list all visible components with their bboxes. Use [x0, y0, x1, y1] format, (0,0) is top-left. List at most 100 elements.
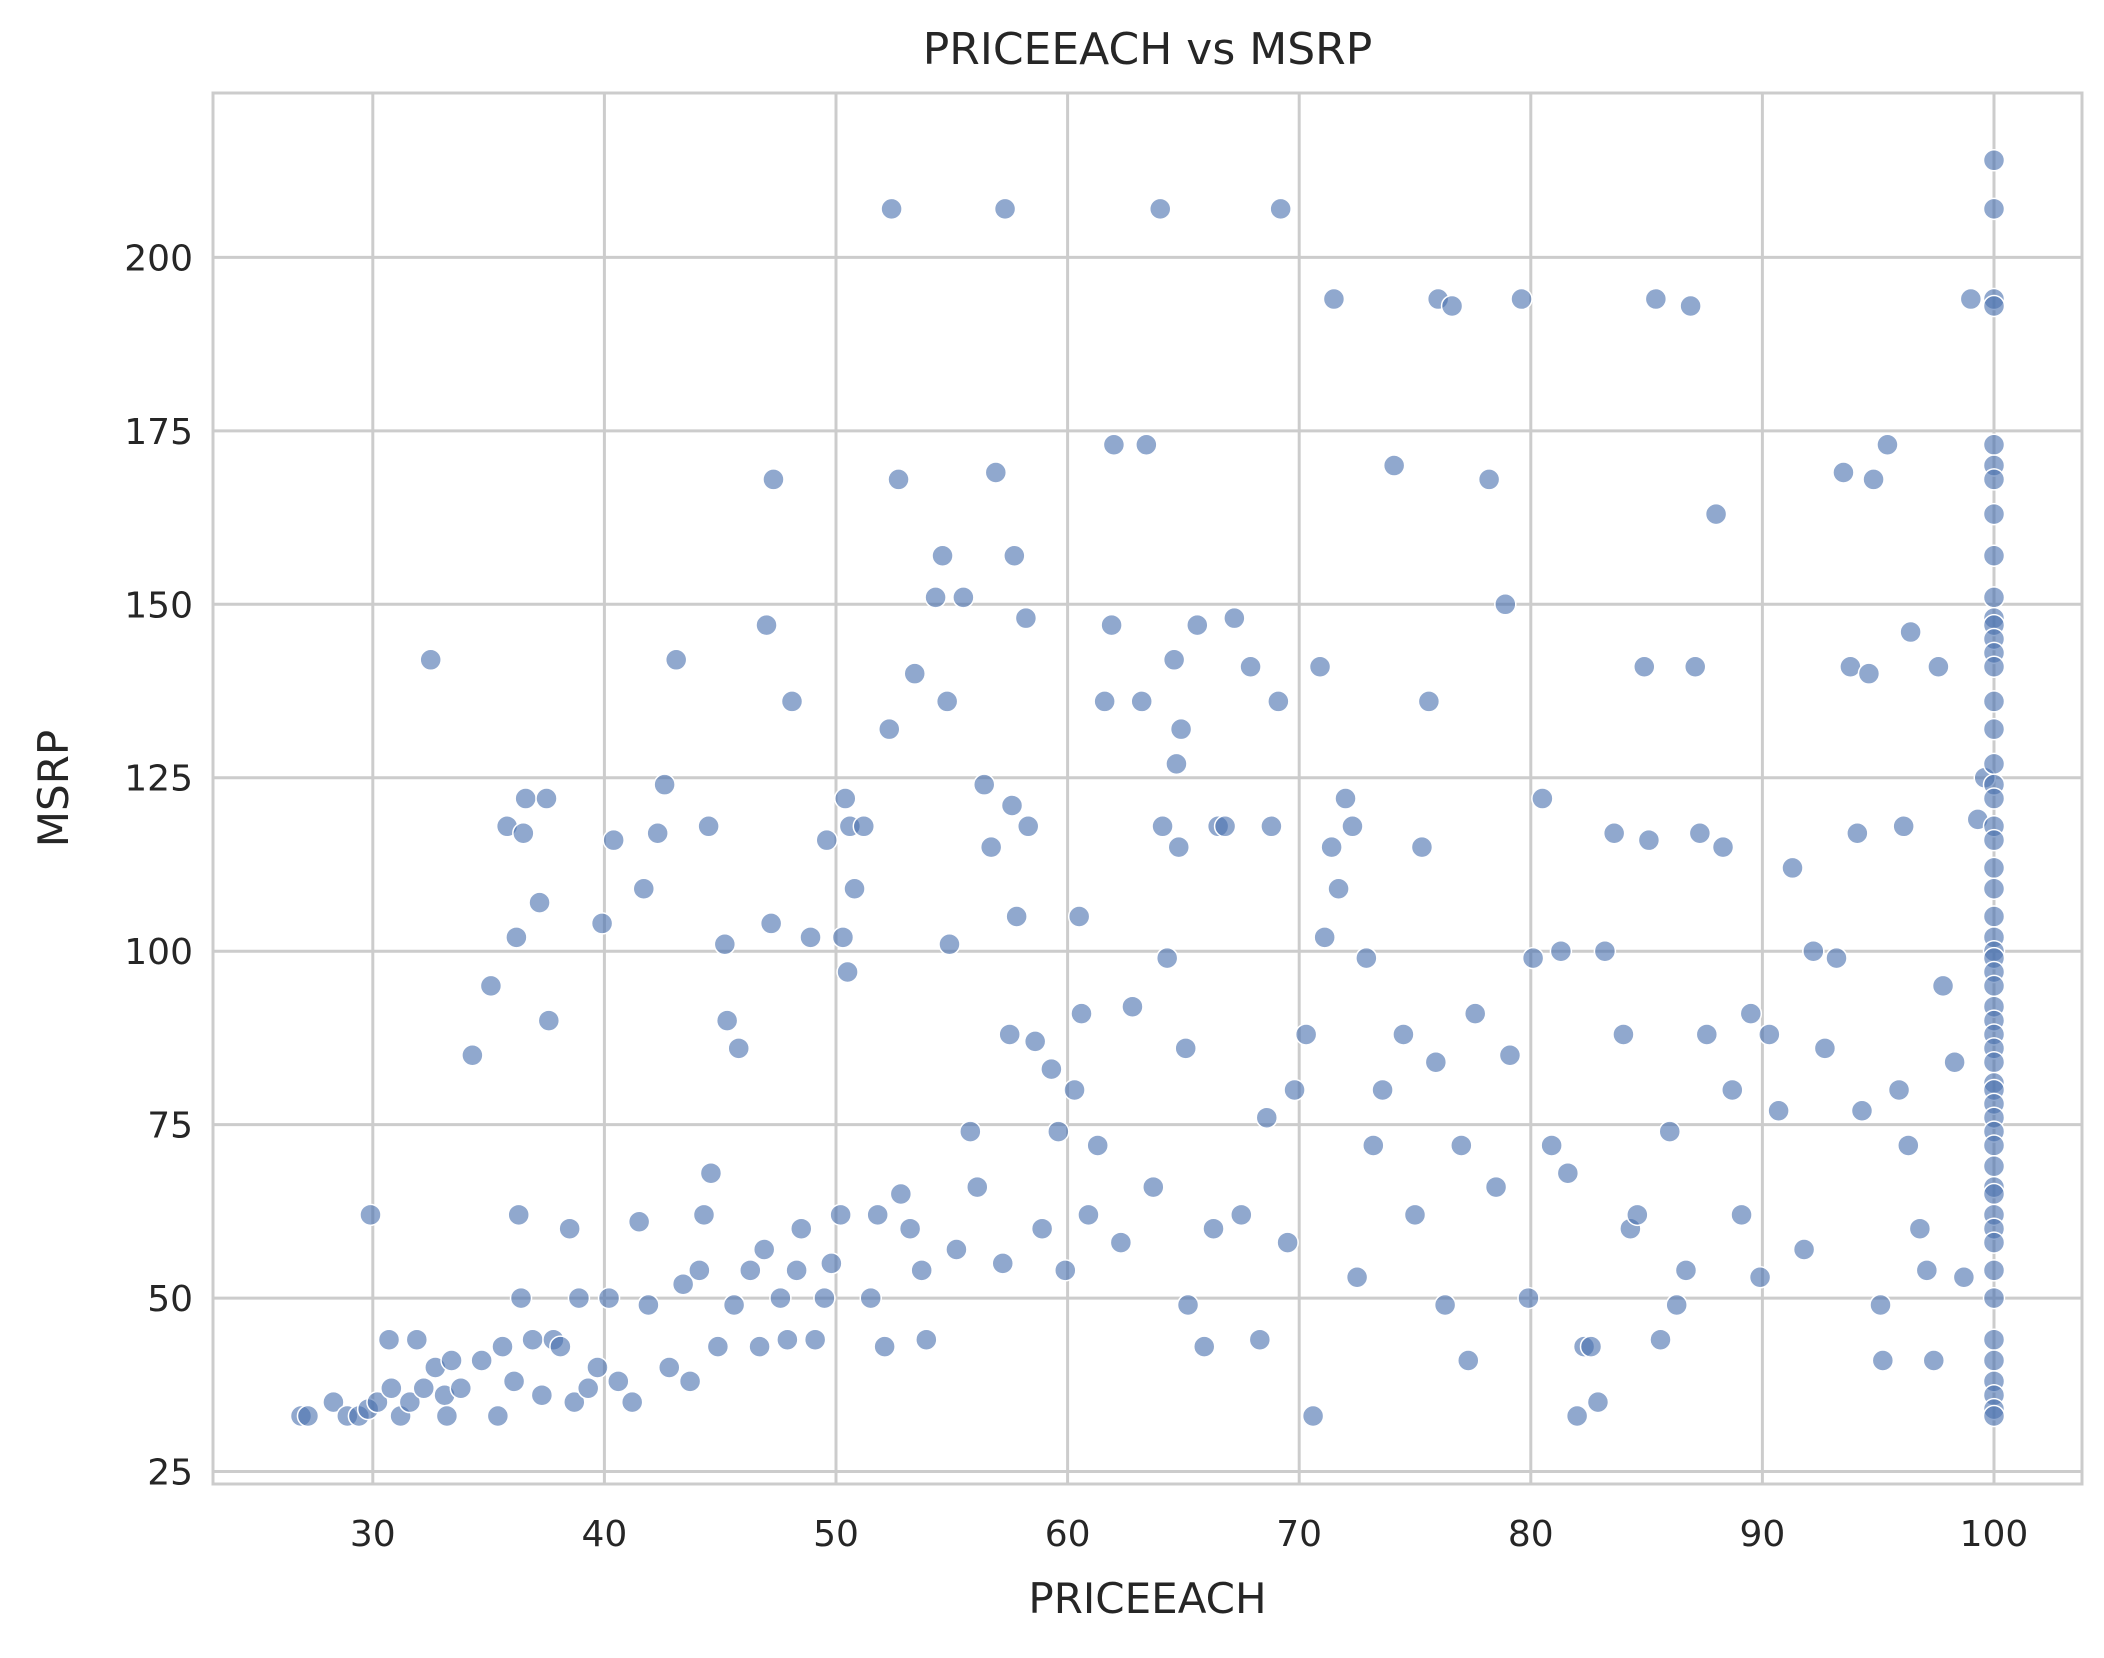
scatter-point — [1322, 287, 1346, 311]
scatter-point — [1341, 815, 1364, 838]
scatter-point — [1952, 1266, 1976, 1289]
scatter-point — [359, 1203, 382, 1227]
scatter-point — [1392, 1023, 1415, 1046]
scatter-point — [769, 1286, 792, 1310]
scatter-point — [1679, 294, 1702, 318]
plot-frame — [211, 91, 2084, 1486]
scatter-point — [549, 1335, 572, 1358]
scatter-point — [1202, 1217, 1225, 1240]
scatter-point — [1897, 1134, 1920, 1157]
y-tick-label: 175 — [124, 412, 193, 453]
scatter-point — [1463, 1002, 1487, 1025]
x-tick-label: 70 — [1276, 1514, 1322, 1555]
scatter-point — [1887, 1078, 1911, 1102]
scatter-point — [528, 891, 551, 914]
scatter-point — [1758, 1023, 1781, 1046]
scatter-point — [1982, 468, 2006, 491]
scatter-point — [1223, 606, 1246, 630]
scatter-point — [859, 1286, 882, 1310]
scatter-point — [1982, 502, 2006, 526]
scatter-point — [1320, 835, 1343, 859]
scatter-point — [1186, 613, 1209, 637]
scatter-point — [1982, 1328, 2006, 1351]
scatter-point — [1148, 197, 1172, 221]
y-tick-label: 125 — [124, 759, 193, 800]
scatter-point — [1014, 606, 1038, 630]
scatter-point — [1549, 939, 1573, 963]
x-tick-label: 80 — [1508, 1514, 1554, 1555]
scatter-point — [1484, 1175, 1508, 1199]
scatter-point — [1003, 544, 1026, 567]
scatter-point — [479, 974, 503, 998]
scatter-point — [1982, 690, 2006, 713]
scatter-point — [1633, 655, 1656, 678]
scatter-point — [1260, 815, 1283, 838]
y-tick-label: 200 — [124, 238, 193, 279]
scatter-point — [1982, 856, 2006, 880]
scatter-point — [1931, 974, 1955, 998]
y-tick-label: 75 — [147, 1106, 193, 1147]
scatter-point — [1586, 1390, 1610, 1414]
scatter-point — [646, 821, 669, 845]
scatter-point — [1294, 1023, 1318, 1046]
scatter-point — [813, 1286, 836, 1310]
scatter-point — [597, 1286, 621, 1310]
scatter-point — [903, 662, 926, 685]
scatter-point — [1040, 1057, 1063, 1081]
scatter-point — [535, 787, 558, 810]
y-axis-title: MSRP — [29, 730, 78, 847]
scatter-point — [1531, 787, 1554, 810]
scatter-point — [1626, 1203, 1649, 1227]
scatter-point — [697, 815, 720, 838]
scatter-point — [1982, 905, 2006, 928]
scatter-point — [1308, 655, 1332, 678]
scatter-point — [602, 828, 625, 852]
scatter-point — [1276, 1231, 1299, 1254]
scatter-point — [1739, 1002, 1763, 1025]
scatter-point — [952, 586, 975, 609]
scatter-point — [759, 912, 783, 935]
scatter-point — [1982, 586, 2006, 609]
scatter-point — [931, 544, 954, 567]
scatter-point — [966, 1175, 989, 1199]
scatter-point — [678, 1370, 702, 1393]
scatter-point — [1781, 856, 1804, 880]
scatter-point — [1649, 1328, 1672, 1351]
scatter-point — [664, 648, 688, 672]
scatter-point — [1982, 877, 2006, 900]
scatter-point — [959, 1120, 982, 1143]
scatter-point — [1982, 1231, 2006, 1254]
scatter-point — [1000, 794, 1024, 817]
scatter-point — [998, 1023, 1021, 1046]
scatter-point — [762, 468, 785, 491]
scatter-point — [1665, 1293, 1688, 1317]
scatter-point — [1579, 1335, 1603, 1358]
scatter-point — [607, 1370, 630, 1393]
scatter-point — [1477, 468, 1501, 491]
chart-title: PRICEEACH vs MSRP — [923, 24, 1372, 75]
scatter-point — [1982, 787, 2006, 810]
scatter-point — [1102, 433, 1126, 456]
x-tick-label: 40 — [581, 1514, 627, 1555]
scatter-point — [727, 1037, 750, 1060]
scatter-point — [1424, 1050, 1448, 1074]
scatter-point — [1892, 815, 1915, 838]
scatter-point — [1023, 1030, 1047, 1053]
scatter-point — [1982, 149, 2006, 172]
scatter-point — [1494, 593, 1517, 616]
scatter-point — [945, 1238, 968, 1261]
scatter-point — [1556, 1161, 1580, 1185]
scatter-point — [780, 690, 804, 713]
scatter-point — [1016, 815, 1040, 838]
scatter-point — [984, 461, 1008, 484]
scatter-point — [653, 773, 676, 796]
y-tick-label: 150 — [124, 585, 193, 626]
scatter-point — [831, 926, 855, 949]
scatter-point — [491, 1335, 514, 1358]
scatter-point — [1688, 821, 1712, 845]
scatter-point — [722, 1293, 746, 1317]
scatter-point — [470, 1349, 493, 1372]
scatter-point — [1403, 1203, 1427, 1227]
scatter-point — [776, 1328, 799, 1351]
